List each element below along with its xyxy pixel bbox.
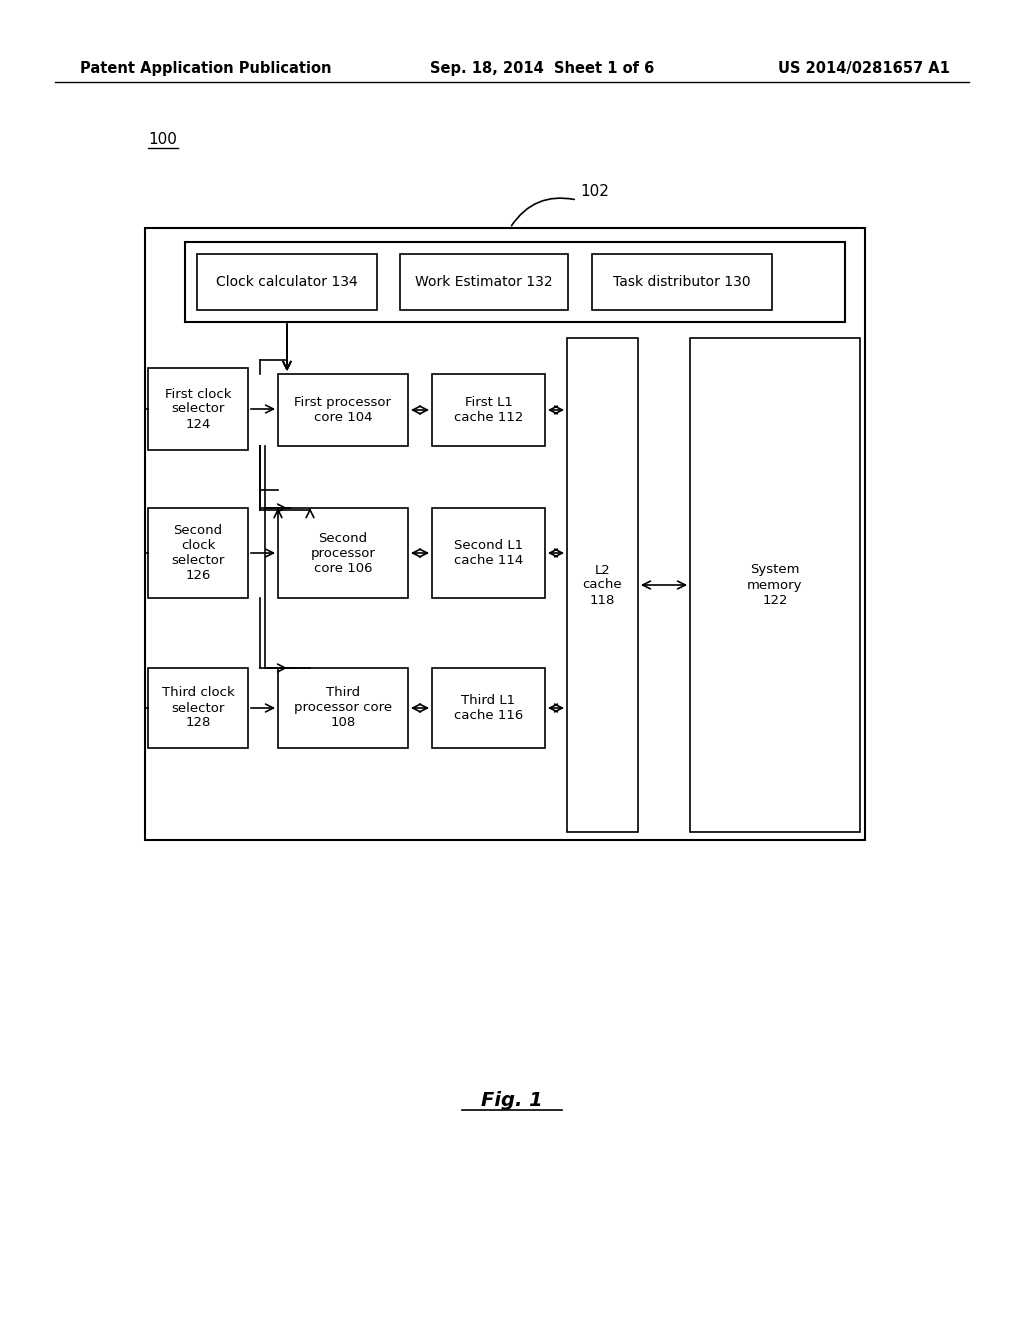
Text: US 2014/0281657 A1: US 2014/0281657 A1 (778, 61, 950, 75)
Bar (567, 338, 638, 832)
Text: Second
processor
core 106: Second processor core 106 (310, 532, 376, 574)
Text: L2
cache
118: L2 cache 118 (583, 564, 623, 606)
Bar (148, 368, 248, 450)
Bar (432, 374, 545, 446)
Bar (197, 253, 377, 310)
Bar (278, 668, 408, 748)
Bar (592, 253, 772, 310)
Bar (278, 374, 408, 446)
Bar (185, 242, 845, 322)
Text: Second
clock
selector
126: Second clock selector 126 (171, 524, 224, 582)
Bar (432, 668, 545, 748)
Text: Patent Application Publication: Patent Application Publication (80, 61, 332, 75)
Text: Clock calculator 134: Clock calculator 134 (216, 275, 357, 289)
Text: Task distributor 130: Task distributor 130 (613, 275, 751, 289)
Text: First processor
core 104: First processor core 104 (295, 396, 391, 424)
Text: First clock
selector
124: First clock selector 124 (165, 388, 231, 430)
Text: Third
processor core
108: Third processor core 108 (294, 686, 392, 730)
Bar (690, 338, 860, 832)
Text: Sep. 18, 2014  Sheet 1 of 6: Sep. 18, 2014 Sheet 1 of 6 (430, 61, 654, 75)
Bar (148, 508, 248, 598)
Text: 102: 102 (580, 185, 609, 199)
Text: Work Estimator 132: Work Estimator 132 (415, 275, 553, 289)
Text: Second L1
cache 114: Second L1 cache 114 (454, 539, 523, 568)
Bar (400, 253, 568, 310)
Bar (278, 508, 408, 598)
Text: System
memory
122: System memory 122 (748, 564, 803, 606)
Text: Third L1
cache 116: Third L1 cache 116 (454, 694, 523, 722)
Bar (148, 668, 248, 748)
Text: Fig. 1: Fig. 1 (481, 1090, 543, 1110)
Text: 100: 100 (148, 132, 177, 148)
Bar (145, 228, 865, 840)
Text: Third clock
selector
128: Third clock selector 128 (162, 686, 234, 730)
Text: First L1
cache 112: First L1 cache 112 (454, 396, 523, 424)
Bar (432, 508, 545, 598)
